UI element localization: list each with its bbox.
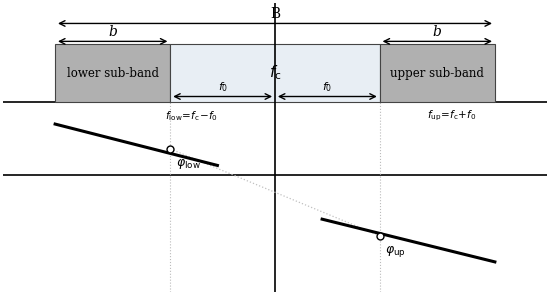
Text: $f_{\mathrm{low}}\!=\!f_{\mathrm{c}}\!-\!f_0$: $f_{\mathrm{low}}\!=\!f_{\mathrm{c}}\!-\… xyxy=(165,109,218,123)
Text: upper sub-band: upper sub-band xyxy=(390,67,484,80)
Text: b: b xyxy=(108,24,117,39)
Text: $f_{\mathrm{up}}\!=\!f_{\mathrm{c}}\!+\!f_0$: $f_{\mathrm{up}}\!=\!f_{\mathrm{c}}\!+\!… xyxy=(427,109,476,123)
Text: $\varphi_{\mathrm{up}}$: $\varphi_{\mathrm{up}}$ xyxy=(385,244,406,259)
Text: $f_0$: $f_0$ xyxy=(322,80,333,94)
Text: $\varphi_{\mathrm{low}}$: $\varphi_{\mathrm{low}}$ xyxy=(175,157,200,171)
Bar xyxy=(170,44,380,102)
Text: b: b xyxy=(433,24,442,39)
Bar xyxy=(55,44,170,102)
Text: B: B xyxy=(270,7,280,21)
Text: $f_{\mathrm{c}}$: $f_{\mathrm{c}}$ xyxy=(269,64,281,82)
Bar xyxy=(379,44,495,102)
Text: $f_0$: $f_0$ xyxy=(217,80,228,94)
Text: lower sub-band: lower sub-band xyxy=(67,67,159,80)
